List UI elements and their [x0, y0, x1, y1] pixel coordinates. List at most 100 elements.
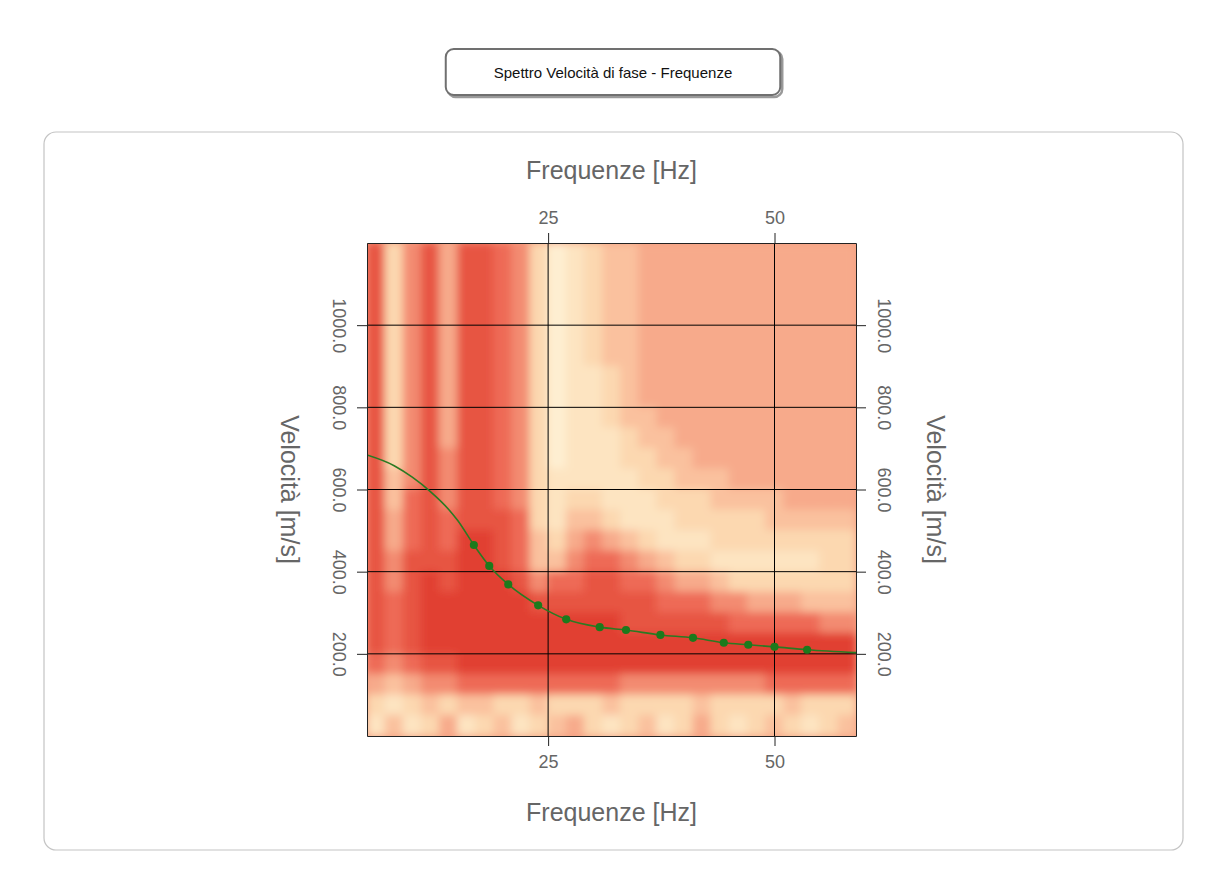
heat-cell [620, 612, 639, 634]
heat-cell [421, 386, 440, 408]
heat-cell [475, 530, 494, 552]
heat-cell [475, 653, 494, 675]
heat-cell [656, 571, 675, 593]
heat-cell [729, 427, 748, 449]
heat-cell [801, 366, 820, 388]
heat-cell [530, 366, 549, 388]
heat-cell [548, 551, 567, 573]
heat-cell [819, 715, 838, 736]
heat-cell [421, 551, 440, 573]
heat-cell [367, 694, 386, 716]
heat-cell [783, 571, 802, 593]
heat-cell [530, 653, 549, 675]
picked-point [562, 615, 570, 623]
heat-cell [729, 263, 748, 285]
heat-cell [493, 427, 512, 449]
heat-cell [801, 468, 820, 490]
y-axis-left: 200.0400.0600.0800.01000.0 [329, 244, 368, 737]
heat-cell [783, 263, 802, 285]
heat-cell [656, 530, 675, 552]
heat-cell [837, 427, 856, 449]
heat-cell [385, 263, 404, 285]
heat-cell [385, 592, 404, 614]
heat-cell [530, 325, 549, 347]
heat-cell [584, 366, 603, 388]
heat-cell [819, 510, 838, 532]
heat-cell [584, 263, 603, 285]
heat-cell [620, 345, 639, 367]
heat-cell [674, 427, 693, 449]
tick-mark [357, 325, 367, 326]
heat-cell [421, 366, 440, 388]
heat-cell [457, 366, 476, 388]
heat-cell [439, 263, 458, 285]
heat-cell [385, 325, 404, 347]
axis-line [367, 244, 368, 737]
heat-cell [439, 551, 458, 573]
heat-cell [837, 715, 856, 736]
heat-cell [584, 468, 603, 490]
heat-cell [729, 592, 748, 614]
heat-cell [367, 489, 386, 511]
tick-label: 800.0 [874, 385, 894, 430]
heat-cell [566, 386, 585, 408]
heat-cell [747, 468, 766, 490]
heat-cell [602, 592, 621, 614]
heat-cell [620, 284, 639, 306]
heat-cell [385, 694, 404, 716]
heat-cell [385, 571, 404, 593]
heat-cell [729, 694, 748, 716]
heat-cell [566, 592, 585, 614]
heat-cell [693, 674, 712, 696]
heat-cell [783, 510, 802, 532]
heat-cell [421, 674, 440, 696]
heat-cell [385, 489, 404, 511]
heat-cell [475, 345, 494, 367]
heat-cell [801, 510, 820, 532]
heat-cell [801, 715, 820, 736]
heat-cell [548, 407, 567, 429]
heat-cell [566, 366, 585, 388]
heat-cell [783, 489, 802, 511]
heat-cell [457, 715, 476, 736]
heat-cell [620, 551, 639, 573]
heat-cell [783, 674, 802, 696]
heat-cell [783, 427, 802, 449]
heat-cell [403, 571, 422, 593]
grid-line-y [367, 407, 856, 408]
heat-cell [837, 653, 856, 675]
heat-cell [674, 571, 693, 593]
heat-cell [367, 304, 386, 326]
heat-cell [711, 304, 730, 326]
heat-cell [602, 325, 621, 347]
heat-cell [747, 304, 766, 326]
tick: 50 [765, 208, 785, 243]
heat-cell [475, 366, 494, 388]
heat-cell [511, 551, 530, 573]
heat-cell [584, 325, 603, 347]
heat-cell [674, 694, 693, 716]
heat-cell [620, 263, 639, 285]
heat-cell [837, 592, 856, 614]
tick: 25 [539, 208, 559, 243]
heat-cell [566, 633, 585, 655]
heat-cell [584, 284, 603, 306]
heat-cell [367, 386, 386, 408]
heat-cell [693, 407, 712, 429]
heat-cell [620, 325, 639, 347]
heat-cell [693, 551, 712, 573]
axis-line [368, 736, 857, 737]
heat-cell [693, 243, 712, 264]
heat-cell [801, 325, 820, 347]
heat-cell [367, 510, 386, 532]
heat-cell [457, 243, 476, 264]
heat-cell [711, 243, 730, 264]
tick-label: 200.0 [874, 632, 894, 677]
chart-root: Spettro Velocità di fase - Frequenze2550… [0, 0, 1208, 879]
heat-cell [566, 427, 585, 449]
tick-mark [357, 407, 367, 408]
heat-cell [602, 633, 621, 655]
heat-cell [801, 386, 820, 408]
heat-cell [367, 345, 386, 367]
tick-mark [357, 490, 367, 491]
